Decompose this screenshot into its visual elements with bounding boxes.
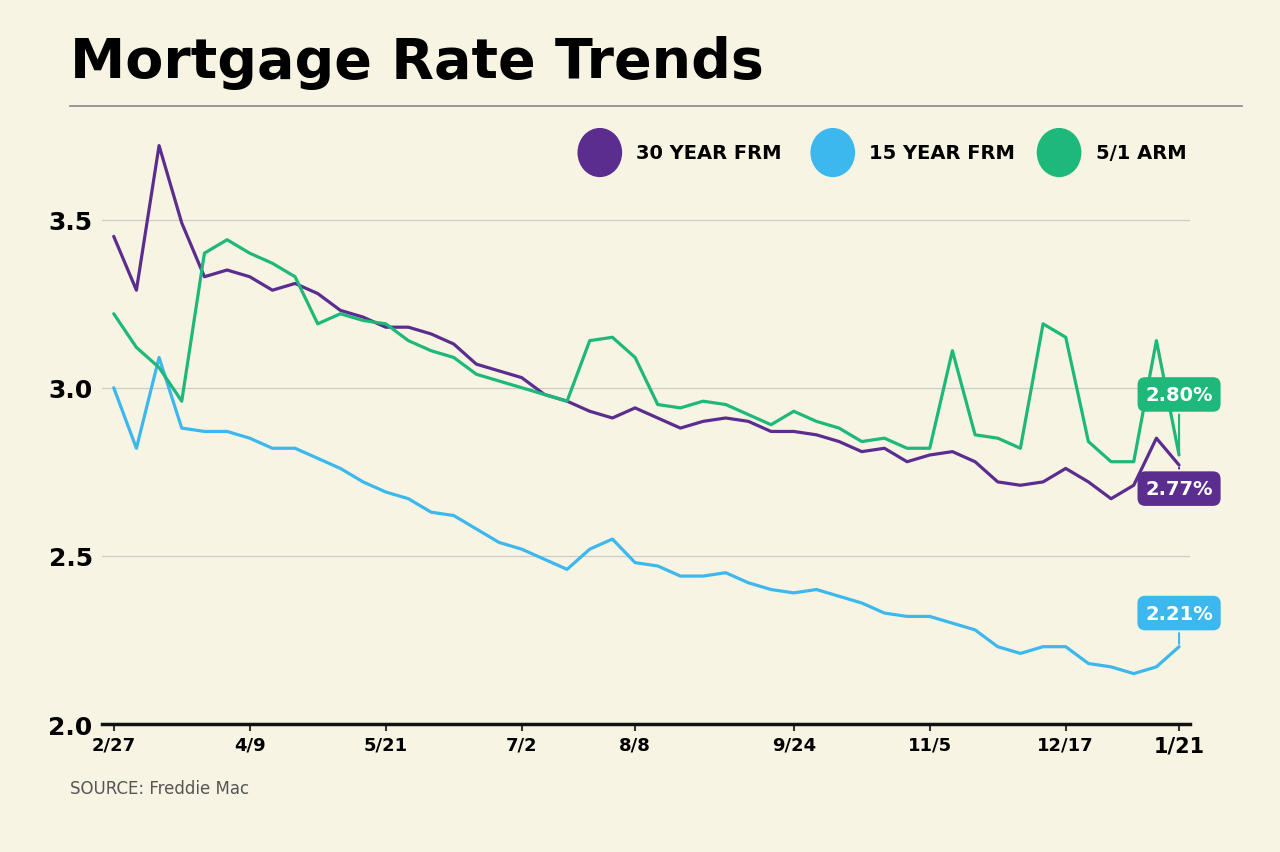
Text: 2.80%: 2.80% [1146, 385, 1213, 452]
Text: 30 YEAR FRM: 30 YEAR FRM [636, 144, 782, 163]
Text: SOURCE: Freddie Mac: SOURCE: Freddie Mac [70, 779, 250, 797]
Ellipse shape [579, 130, 622, 177]
Text: 15 YEAR FRM: 15 YEAR FRM [869, 144, 1015, 163]
Ellipse shape [812, 130, 855, 177]
Ellipse shape [1038, 130, 1080, 177]
Text: 2.77%: 2.77% [1146, 469, 1213, 498]
Text: 2.21%: 2.21% [1146, 604, 1213, 644]
Text: 5/1 ARM: 5/1 ARM [1096, 144, 1187, 163]
Text: Mortgage Rate Trends: Mortgage Rate Trends [70, 36, 764, 89]
